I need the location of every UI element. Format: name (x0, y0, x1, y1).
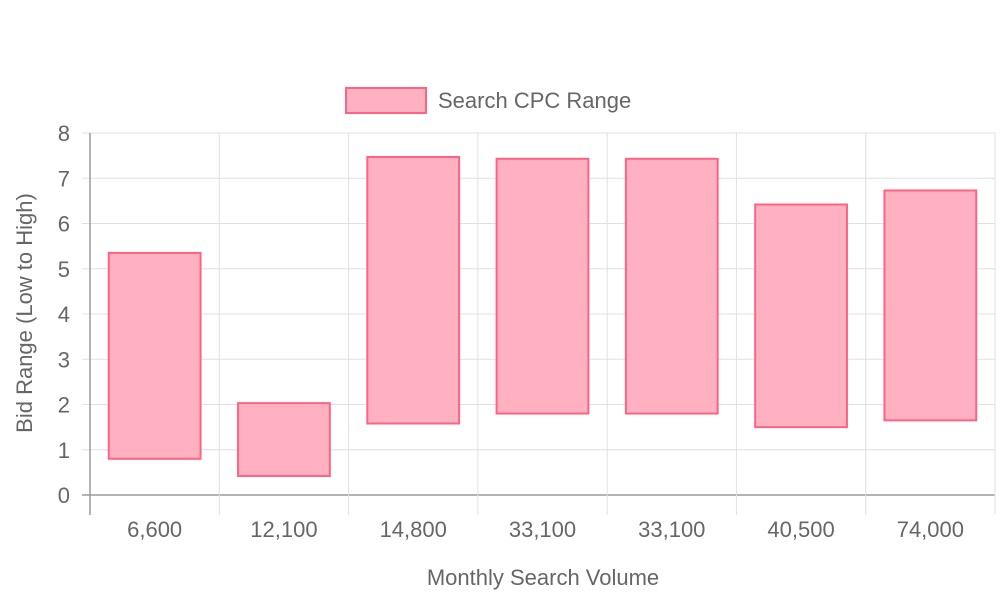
y-tick-label: 3 (58, 347, 70, 372)
y-axis-title: Bid Range (Low to High) (12, 193, 37, 433)
range-bar[interactable] (624, 157, 719, 415)
y-tick-label: 5 (58, 257, 70, 282)
x-tick-label: 33,100 (638, 517, 705, 542)
x-tick-label: 6,600 (127, 517, 182, 542)
y-tick-label: 8 (58, 121, 70, 146)
range-bar[interactable] (366, 155, 461, 425)
tick-labels: 0 1 2 3 4 5 6 7 8 6,600 12,100 14,800 33,100 33,100 40… (58, 121, 964, 542)
x-tick-label: 14,800 (380, 517, 447, 542)
legend[interactable]: Search CPC Range (345, 87, 631, 114)
y-tick-label: 4 (58, 302, 70, 327)
y-tick-label: 2 (58, 393, 70, 418)
x-axis-title: Monthly Search Volume (427, 565, 659, 590)
x-tick-label: 12,100 (250, 517, 317, 542)
y-tick-label: 7 (58, 166, 70, 191)
y-tick-label: 0 (58, 483, 70, 508)
x-tick-label: 74,000 (897, 517, 964, 542)
range-bar[interactable] (237, 402, 331, 477)
range-bar[interactable] (107, 251, 202, 460)
y-tick-label: 6 (58, 212, 70, 237)
y-tick-label: 1 (58, 438, 70, 463)
x-tick-label: 33,100 (509, 517, 576, 542)
legend-swatch (345, 87, 427, 114)
x-tick-label: 40,500 (767, 517, 834, 542)
range-bar[interactable] (754, 203, 848, 429)
legend-label: Search CPC Range (438, 88, 631, 113)
bars (107, 155, 978, 477)
range-bar[interactable] (883, 189, 978, 422)
range-bar[interactable] (495, 157, 590, 415)
